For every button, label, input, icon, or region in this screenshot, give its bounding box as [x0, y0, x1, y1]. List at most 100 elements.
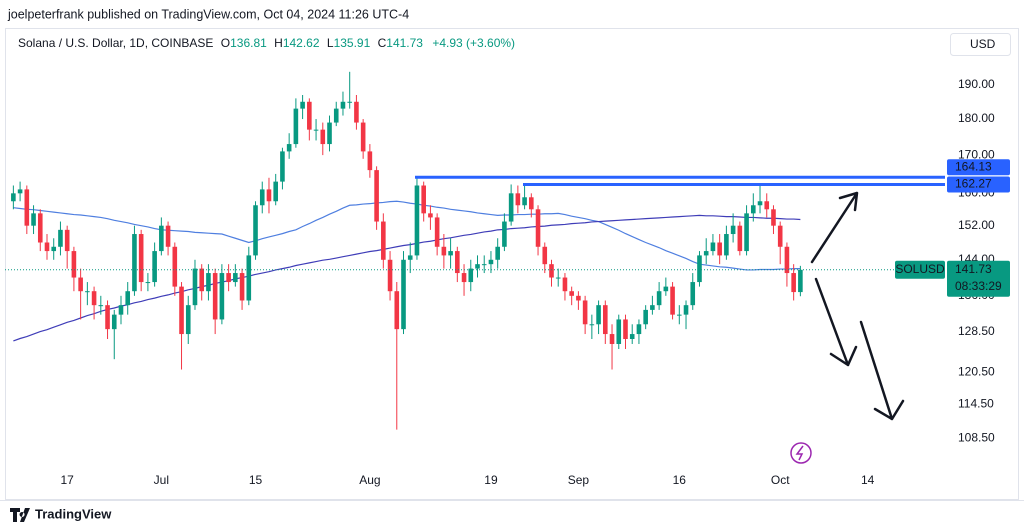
candle-body: [495, 246, 500, 260]
ohlc-label: O: [221, 36, 230, 50]
x-tick-label: Aug: [359, 473, 380, 487]
candle-body: [455, 251, 460, 274]
candle-body: [44, 242, 50, 252]
candle-body: [259, 189, 265, 206]
candle-body: [347, 101, 352, 103]
candle-body: [280, 151, 285, 182]
candle-body: [381, 221, 386, 260]
candle-body: [623, 319, 628, 340]
y-tick-label: 128.50: [958, 324, 995, 338]
y-tick-label: 180.00: [958, 111, 995, 125]
moving-average-line: [13, 200, 801, 271]
candle-body: [481, 264, 487, 266]
candle-body: [717, 242, 722, 256]
candle-body: [24, 189, 30, 226]
candle-body: [64, 229, 70, 252]
open-value: 136.81: [230, 36, 267, 50]
last-price-box: [947, 260, 1010, 297]
candle-body: [31, 213, 36, 226]
plot-area: [11, 71, 803, 430]
candle-body: [784, 246, 790, 274]
candle-body: [118, 305, 124, 315]
candle-body: [313, 129, 319, 131]
candle-body: [690, 282, 696, 306]
candle-body: [589, 324, 595, 326]
candle-body: [522, 197, 527, 206]
events-icon[interactable]: [790, 442, 812, 464]
candle-body: [515, 193, 521, 206]
candle-body: [757, 201, 763, 206]
chart-title: Solana / U.S. Dollar, 1D, COINBASE: [18, 36, 213, 50]
candle-body: [354, 101, 359, 123]
candle-body: [233, 273, 238, 283]
candle-body: [434, 217, 440, 247]
candle-body: [421, 185, 426, 214]
candle-body: [616, 319, 622, 344]
candle-body: [11, 193, 16, 202]
y-tick-label: 170.00: [958, 147, 995, 161]
candle-body: [185, 305, 191, 335]
candle-body: [320, 129, 326, 145]
candle-body: [643, 309, 648, 325]
candle-body: [159, 225, 164, 252]
candle-body: [777, 225, 783, 247]
candle-body: [798, 269, 803, 293]
y-tick-label: 190.00: [958, 77, 995, 91]
candle-body: [710, 242, 716, 252]
candle-body: [85, 291, 90, 293]
candle-body: [603, 305, 608, 335]
candle-body: [670, 286, 675, 315]
arrow: [814, 277, 858, 367]
candle-body: [212, 273, 218, 320]
candle-body: [340, 101, 346, 109]
candle-body: [468, 268, 474, 283]
close-value: 141.73: [386, 36, 423, 50]
x-tick-label: Sep: [568, 473, 590, 487]
candle-body: [165, 225, 171, 247]
candle-body: [502, 221, 507, 247]
low-value: 135.91: [334, 36, 371, 50]
candle-body: [266, 189, 272, 202]
candle-body: [374, 170, 379, 222]
candle-body: [307, 101, 312, 130]
candle-body: [360, 122, 366, 152]
x-tick-label: 15: [249, 473, 263, 487]
arrow: [859, 320, 905, 421]
candle-body: [475, 264, 480, 269]
candle-body: [650, 305, 655, 310]
candle-body: [750, 205, 756, 214]
candle-body: [448, 251, 453, 256]
candle-body: [273, 181, 279, 202]
candle-body: [253, 205, 258, 256]
last-price: 141.73: [955, 262, 992, 276]
brand: TradingView: [35, 506, 112, 521]
brand-logo: [10, 508, 30, 522]
candle-body: [138, 234, 144, 283]
candle-body: [286, 144, 292, 152]
y-tick-label: 114.50: [958, 397, 994, 411]
candle-body: [771, 209, 776, 226]
candle-body: [414, 185, 420, 256]
high-value: 142.62: [283, 36, 320, 50]
candle-body: [105, 305, 110, 330]
candle-body: [145, 282, 151, 284]
candle-body: [744, 213, 749, 252]
chart-frame: [5, 28, 1019, 500]
symbol: SOLUSD: [895, 262, 945, 276]
candle-body: [71, 251, 77, 278]
currency[interactable]: USD: [970, 37, 996, 51]
x-tick-label: Jul: [154, 473, 169, 487]
candle-body: [333, 108, 339, 123]
arrow: [810, 191, 859, 264]
candle-body: [219, 273, 225, 320]
ohlc-label: H: [274, 36, 283, 50]
candle-body: [407, 255, 413, 260]
candle-body: [683, 305, 689, 315]
x-tick-label: 17: [60, 473, 74, 487]
currency-box[interactable]: [950, 33, 1011, 56]
candle-body: [132, 234, 137, 292]
level-label-box: [947, 159, 1010, 176]
candle-body: [226, 273, 231, 283]
candle-body: [367, 151, 373, 171]
